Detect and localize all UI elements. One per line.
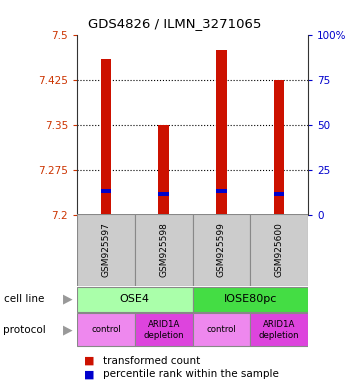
- Text: GSM925600: GSM925600: [275, 223, 284, 277]
- Bar: [193, 313, 250, 346]
- Text: IOSE80pc: IOSE80pc: [224, 294, 277, 304]
- Bar: [101, 189, 111, 193]
- Text: GSM925597: GSM925597: [102, 223, 110, 277]
- Bar: [250, 313, 308, 346]
- Bar: [101, 59, 111, 215]
- Bar: [274, 192, 284, 196]
- Text: cell line: cell line: [4, 294, 44, 304]
- Text: ■: ■: [84, 369, 95, 379]
- Text: ▶: ▶: [63, 293, 73, 306]
- Bar: [77, 287, 193, 311]
- Bar: [135, 313, 192, 346]
- Bar: [159, 125, 169, 215]
- Bar: [274, 80, 284, 215]
- Text: GSM925598: GSM925598: [159, 223, 168, 277]
- Bar: [193, 214, 250, 286]
- Text: percentile rank within the sample: percentile rank within the sample: [103, 369, 279, 379]
- Bar: [135, 214, 192, 286]
- Bar: [216, 189, 226, 193]
- Text: transformed count: transformed count: [103, 356, 201, 366]
- Text: ARID1A
depletion: ARID1A depletion: [259, 320, 300, 339]
- Text: ARID1A
depletion: ARID1A depletion: [143, 320, 184, 339]
- Bar: [159, 192, 169, 196]
- Text: OSE4: OSE4: [120, 294, 150, 304]
- Text: control: control: [91, 325, 121, 334]
- Bar: [193, 287, 308, 311]
- Bar: [77, 214, 135, 286]
- Text: control: control: [206, 325, 236, 334]
- Text: GSM925599: GSM925599: [217, 223, 226, 277]
- Bar: [250, 214, 308, 286]
- Text: GDS4826 / ILMN_3271065: GDS4826 / ILMN_3271065: [88, 17, 262, 30]
- Text: protocol: protocol: [4, 325, 46, 335]
- Bar: [216, 50, 226, 215]
- Text: ▶: ▶: [63, 323, 73, 336]
- Bar: [77, 313, 135, 346]
- Text: ■: ■: [84, 356, 95, 366]
